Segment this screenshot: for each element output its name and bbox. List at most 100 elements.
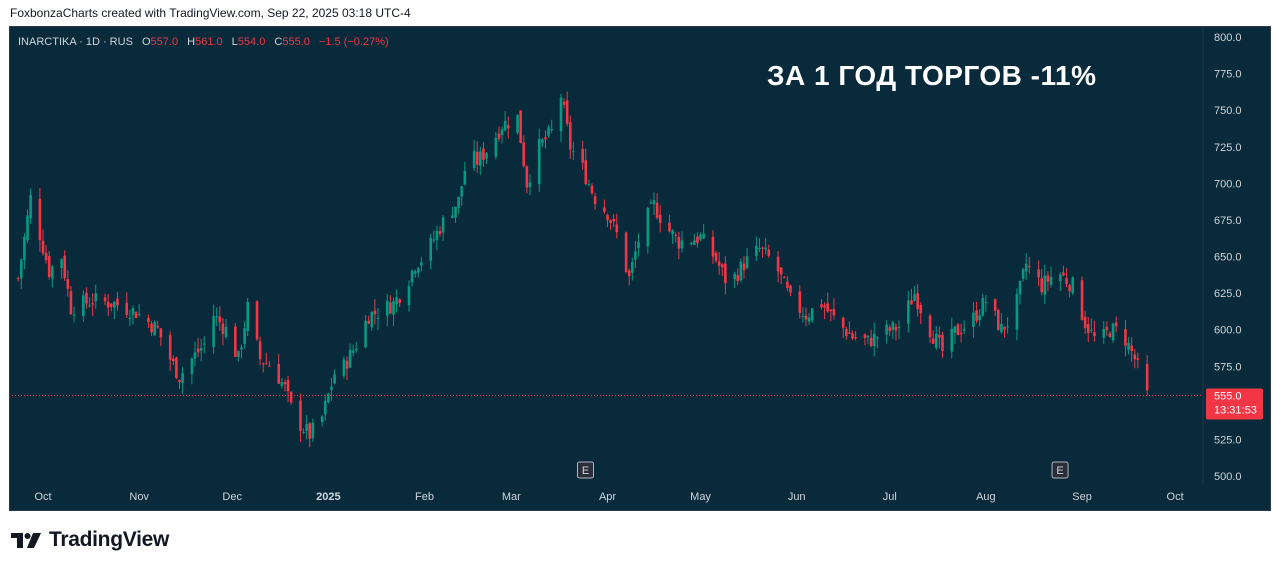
candle-body (984, 301, 988, 303)
candle-body (69, 291, 73, 315)
candle-body (1062, 272, 1065, 276)
candle-body (51, 266, 54, 279)
candle-body (153, 322, 156, 336)
candle-body (367, 320, 370, 324)
last-price-label: 555.0 (1214, 391, 1242, 403)
x-tick-label: Sep (1072, 491, 1092, 503)
earnings-marker-label: E (582, 465, 589, 477)
candle-body (479, 151, 482, 166)
candle-body (323, 400, 327, 415)
candle-body (410, 270, 414, 283)
candle-body (863, 334, 867, 338)
candle-body (29, 194, 32, 219)
candle-body (20, 259, 23, 279)
candle-body (720, 264, 724, 268)
candle-body (330, 386, 333, 390)
candle-body (981, 297, 985, 316)
candle-body (649, 202, 653, 204)
candle-body (637, 241, 640, 249)
candle-body (1037, 269, 1040, 278)
candle-body (587, 183, 591, 185)
candle-body (572, 151, 575, 153)
candle-body (565, 100, 569, 124)
candle-body (395, 297, 398, 305)
candle-body (1003, 326, 1006, 330)
candle-body (460, 186, 464, 197)
candle-body (950, 328, 954, 352)
y-tick-label: 575.0 (1214, 361, 1242, 373)
candle-body (584, 160, 588, 185)
candle-body (333, 374, 336, 384)
price-chart[interactable]: 800.0 775.0 750.0 725.0 700.0 675.0 650.0 625.0… (10, 27, 1270, 510)
candle-body (941, 334, 944, 351)
legend-high-value: 561.0 (195, 36, 223, 48)
candle-body (503, 120, 507, 131)
legend-close-value: 555.0 (282, 36, 310, 48)
candle-body (786, 281, 789, 288)
candle-body (41, 240, 45, 254)
chart-panel[interactable]: 800.0 775.0 750.0 725.0 700.0 675.0 650.0 625.0… (9, 26, 1271, 511)
candle-body (1043, 275, 1047, 295)
countdown-label: 13:31:53 (1214, 405, 1257, 417)
earnings-marker (577, 461, 594, 479)
candle-body (215, 316, 219, 318)
candle-body (385, 300, 389, 316)
candle-body (113, 301, 116, 308)
y-tick-label: 750.0 (1214, 105, 1242, 117)
candle-body (736, 275, 740, 281)
y-tick-label: 650.0 (1214, 252, 1242, 264)
tradingview-brand[interactable]: TradingView (11, 528, 169, 552)
candle-body (559, 97, 563, 132)
candle-body (500, 129, 504, 136)
candle-body (615, 224, 619, 233)
candle-body (373, 310, 377, 315)
candle-body (1006, 326, 1009, 328)
candle-body (63, 255, 67, 279)
candle-body (299, 400, 302, 431)
candle-body (240, 347, 243, 350)
y-tick-label: 600.0 (1214, 325, 1242, 337)
candle-body (218, 316, 222, 323)
candle-body (23, 236, 26, 261)
candle-body (196, 348, 200, 353)
candle-body (699, 234, 702, 240)
candle-body (1133, 354, 1137, 360)
candle-body (454, 206, 457, 218)
candle-body (1114, 322, 1118, 327)
candle-body (243, 328, 246, 344)
candle-body (996, 309, 1000, 330)
candle-body (823, 305, 826, 308)
x-tick-label: Aug (976, 491, 996, 503)
candle-body (1065, 278, 1068, 284)
candle-body (962, 329, 966, 331)
candle-body (1111, 323, 1115, 341)
candle-body (159, 328, 163, 338)
candle-body (128, 317, 132, 319)
candle-body (485, 153, 488, 159)
candle-body (972, 312, 975, 327)
candle-body (320, 416, 324, 422)
y-tick-label: 500.0 (1214, 471, 1242, 483)
symbol-legend: INARCTIKA · 1D · RUS O557.0 H561.0 L554.… (18, 36, 389, 48)
candle-body (841, 317, 845, 328)
candle-body (451, 215, 454, 218)
candle-body (826, 303, 830, 312)
candle-body (212, 316, 215, 348)
candle-body (550, 129, 553, 131)
candle-body (1021, 269, 1025, 279)
y-tick-label: 525.0 (1214, 434, 1242, 446)
candle-body (724, 263, 727, 284)
candle-body (590, 186, 594, 194)
candle-body (938, 335, 941, 338)
last-price-box (1206, 388, 1263, 420)
candle-body (848, 332, 851, 334)
candle-body (1127, 342, 1130, 351)
candle-body (1083, 316, 1087, 328)
legend-symbol: INARCTIKA · 1D · RUS (18, 36, 133, 48)
candle-body (798, 291, 802, 313)
candle-body (457, 196, 460, 209)
candle-body (1040, 278, 1044, 293)
candle-body (1000, 324, 1003, 333)
candle-body (168, 335, 172, 360)
candle-body (268, 365, 271, 367)
